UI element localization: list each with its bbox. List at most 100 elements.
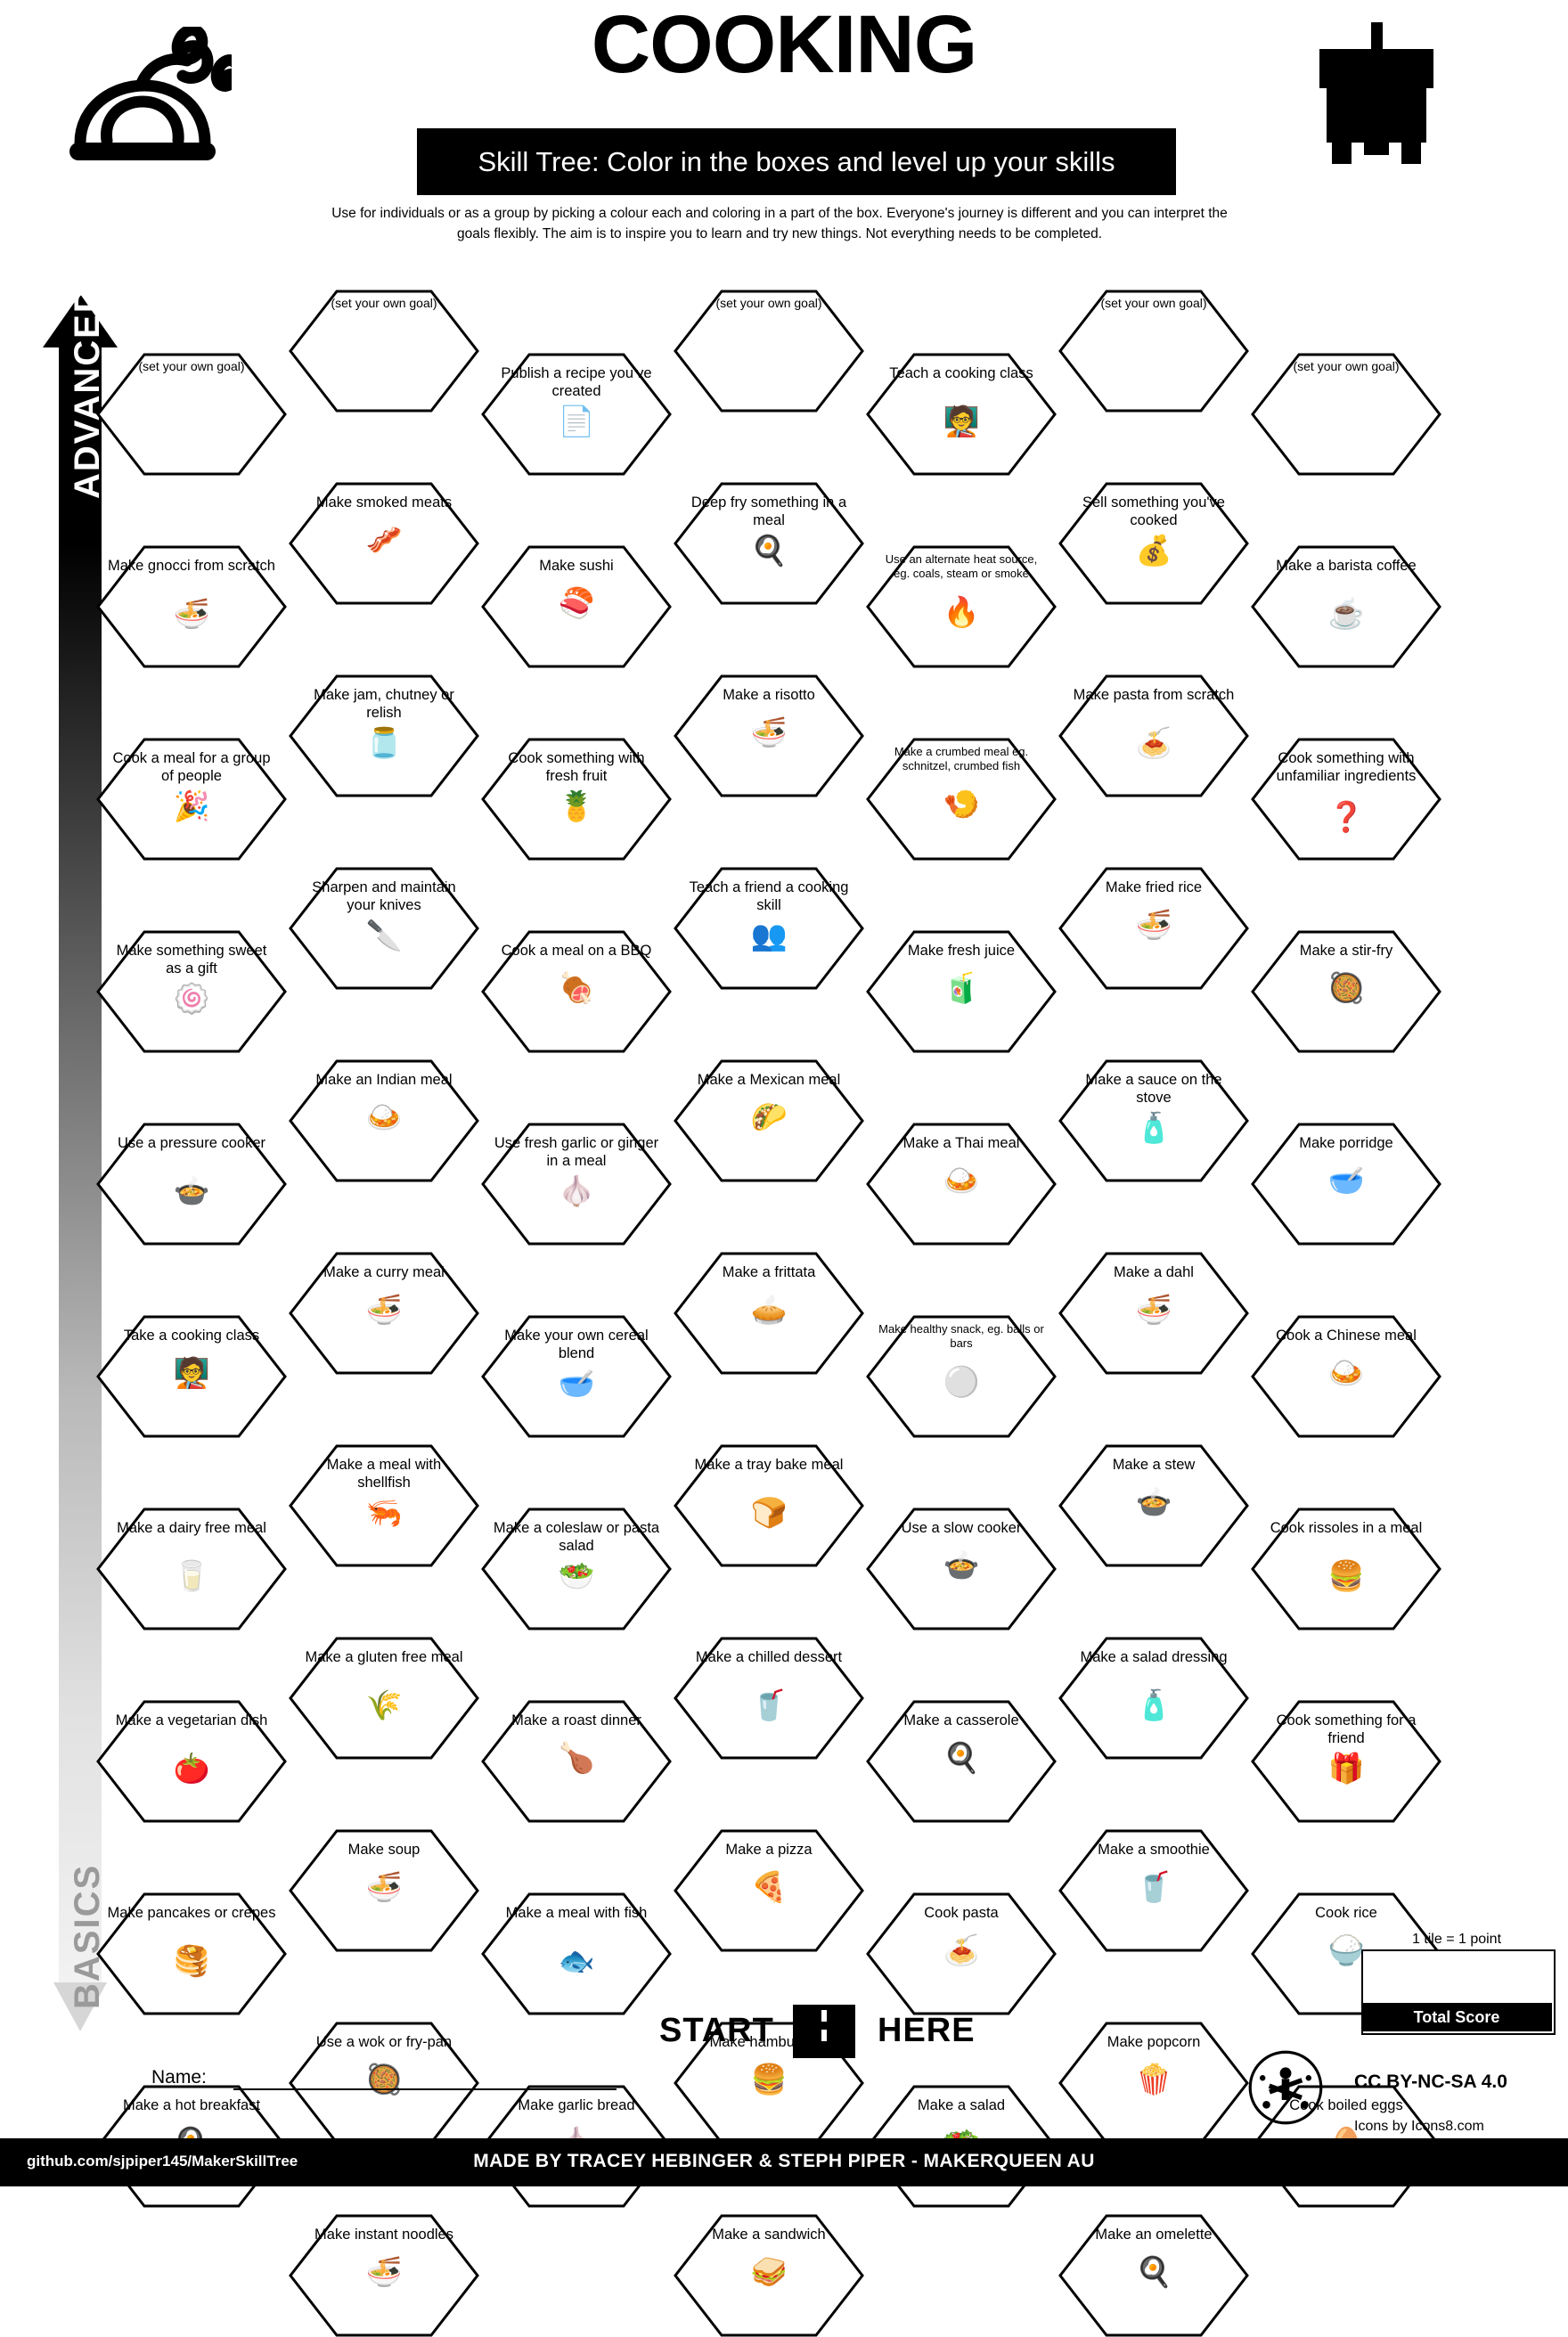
hex-outline [289,867,479,990]
skill-tile[interactable]: Make fresh juice 🧃 [866,930,1057,1053]
skill-tile[interactable]: Cook something for a friend 🎁 [1251,1700,1441,1823]
skill-tile-label: Make a meal with shellfish [326,1457,442,1491]
skill-tile[interactable]: Make something sweet as a gift 🍥 [96,930,287,1053]
skill-tile[interactable]: Teach a friend a cooking skill 👥 [674,867,864,990]
skill-tile-icon: 🐟 [558,1944,595,1977]
skill-tile[interactable]: (set your own goal) [674,290,864,413]
skill-tile[interactable]: Make a crumbed meal eg. schnitzel, crumb… [866,738,1057,861]
skill-tile-icon: 🍛 [365,1100,403,1133]
skill-tile[interactable]: Make a stir-fry 🥘 [1251,930,1441,1053]
skill-tile[interactable]: Cook something with unfamiliar ingredien… [1251,738,1441,861]
hex-outline [96,353,287,476]
skill-tile-label: Make a sandwich [712,2227,826,2243]
skill-tile-icon: 🧑‍🏫 [943,404,980,437]
skill-tile[interactable]: Make healthy snack, eg. balls or bars ⚪ [866,1315,1057,1438]
skill-tile[interactable]: Cook a Chinese meal 🍛 [1251,1315,1441,1438]
skill-tile-label: Make a coleslaw or pasta salad [493,1520,660,1554]
skill-tile[interactable]: Make a dairy free meal 🥛 [96,1508,287,1630]
skill-tile[interactable]: Teach a cooking class 🧑‍🏫 [866,353,1057,476]
skill-tile[interactable]: Make soup 🍜 [289,1829,479,1952]
skill-tile[interactable]: Use a pressure cooker 🍲 [96,1123,287,1246]
skill-tile[interactable]: (set your own goal) [96,353,287,476]
skill-tile[interactable]: Deep fry something in a meal 🍳 [674,482,864,605]
skill-tile[interactable]: Make a dahl 🍜 [1058,1252,1249,1375]
skill-tile[interactable]: Make a coleslaw or pasta salad 🥗 [481,1508,672,1630]
skill-tile[interactable]: Make a curry meal 🍜 [289,1252,479,1375]
skill-tile[interactable]: Cook pasta 🍝 [866,1892,1057,2015]
skill-tile[interactable]: Cook something with fresh fruit 🍍 [481,738,672,861]
hex-outline [1058,1059,1249,1182]
skill-tile[interactable]: Make a chilled dessert 🥤 [674,1637,864,1760]
skill-tile[interactable]: Make an omelette 🍳 [1058,2214,1249,2337]
skill-tile[interactable]: Make your own cereal blend 🥣 [481,1315,672,1438]
difficulty-axis [43,294,118,2031]
skill-tile[interactable]: Make a risotto 🍜 [674,674,864,797]
skill-tile[interactable]: Make a salad dressing 🧴 [1058,1637,1249,1760]
skill-tile-icon: 🎁 [1327,1752,1365,1785]
skill-tile[interactable]: Take a cooking class 🧑‍🏫 [96,1315,287,1438]
skill-tile-label: Make soup [347,1842,421,1858]
skill-tile[interactable]: Cook a meal for a group of people 🎉 [96,738,287,861]
skill-tile[interactable]: Make a gluten free meal 🌾 [289,1637,479,1760]
skill-tile[interactable]: Make a sauce on the stove 🧴 [1058,1059,1249,1182]
skill-tile[interactable]: Make popcorn 🍿 [1058,2022,1249,2145]
skill-tile[interactable]: Make a pizza 🍕 [674,1829,864,1952]
hex-outline [1058,482,1249,605]
skill-tile-label: Cook a meal on a BBQ [501,943,652,959]
skill-tile[interactable]: Make a meal with fish 🐟 [481,1892,672,2015]
skill-tile[interactable]: Publish a recipe you've created 📄 [481,353,672,476]
skill-tile[interactable]: Use a wok or fry-pan 🥘 [289,2022,479,2145]
skill-tile[interactable]: Make a vegetarian dish 🍅 [96,1700,287,1823]
skill-tile[interactable]: Use a slow cooker 🍲 [866,1508,1057,1630]
skill-tile[interactable]: Make fried rice 🍜 [1058,867,1249,990]
skill-tile[interactable]: Make a casserole 🍳 [866,1700,1057,1823]
skill-tile[interactable]: Make porridge 🥣 [1251,1123,1441,1246]
skill-tile[interactable]: Make pasta from scratch 🍝 [1058,674,1249,797]
skill-tile[interactable]: (set your own goal) [1058,290,1249,413]
subtitle-text: Skill Tree: Color in the boxes and level… [478,146,1115,177]
skill-tile[interactable]: Cook rissoles in a meal 🍔 [1251,1508,1441,1630]
skill-tile[interactable]: Make a frittata 🥧 [674,1252,864,1375]
skill-tile[interactable]: Make a stew 🍲 [1058,1444,1249,1567]
skill-tile[interactable]: Make pancakes or crepes 🥞 [96,1892,287,2015]
skill-tile[interactable]: Make a Thai meal 🍛 [866,1123,1057,1246]
skill-tile-label: Sharpen and maintain your knives [312,879,456,913]
skill-tile[interactable]: Make a Mexican meal 🌮 [674,1059,864,1182]
hex-outline [674,290,864,413]
skill-tile-label: Make your own cereal blend [504,1328,649,1361]
skill-tile-icon: 🍜 [365,1293,403,1326]
skill-tile[interactable]: Make a roast dinner 🍗 [481,1700,672,1823]
skill-tile[interactable]: Make a sandwich 🥪 [674,2214,864,2337]
skill-tile-label: Make a salad dressing [1080,1649,1228,1665]
skill-tile[interactable]: Make gnocci from scratch 🍜 [96,545,287,668]
skill-tile-icon: 🍣 [558,586,595,619]
skill-tile-icon: 🍝 [943,1933,980,1966]
skill-tile[interactable]: Make a smoothie 🥤 [1058,1829,1249,1952]
skill-tile[interactable]: Sell something you've cooked 💰 [1058,482,1249,605]
skill-tile[interactable]: (set your own goal) [289,290,479,413]
skill-tile-icon: 🍜 [365,1870,403,1903]
hex-outline [1251,1123,1441,1246]
skill-tile[interactable]: Use fresh garlic or ginger in a meal 🧄 [481,1123,672,1246]
skill-tile-icon: 🍜 [365,2255,403,2288]
skill-tile[interactable]: Make an Indian meal 🍛 [289,1059,479,1182]
hex-outline [96,930,287,1053]
skill-tile[interactable]: Cook a meal on a BBQ 🍖 [481,930,672,1053]
name-input[interactable] [233,2088,617,2090]
skill-tile[interactable]: Make sushi 🍣 [481,545,672,668]
skill-tile-label: Deep fry something in a meal [690,494,847,528]
skill-tile-icon: 🍿 [1135,2063,1172,2096]
skill-tile-label: Make a roast dinner [511,1712,641,1728]
skill-tile[interactable]: Make a barista coffee ☕ [1251,545,1441,668]
skill-tile[interactable]: Make a tray bake meal 🍞 [674,1444,864,1567]
skill-tile[interactable]: Make a meal with shellfish 🦐 [289,1444,479,1567]
skill-tile[interactable]: Make smoked meats 🥓 [289,482,479,605]
skill-tile-label: Make a chilled dessert [695,1649,843,1665]
footer-repo-link[interactable]: github.com/sjpiper145/MakerSkillTree [27,2153,298,2169]
skill-tile[interactable]: (set your own goal) [1251,353,1441,476]
skill-tile[interactable]: Sharpen and maintain your knives 🔪 [289,867,479,990]
skill-tile[interactable]: Make instant noodles 🍜 [289,2214,479,2337]
skill-tile[interactable]: Make jam, chutney or relish 🫙 [289,674,479,797]
skill-tile[interactable]: Use an alternate heat source, eg. coals,… [866,545,1057,668]
skill-tile-label: Cook something with unfamiliar ingredien… [1276,750,1417,784]
